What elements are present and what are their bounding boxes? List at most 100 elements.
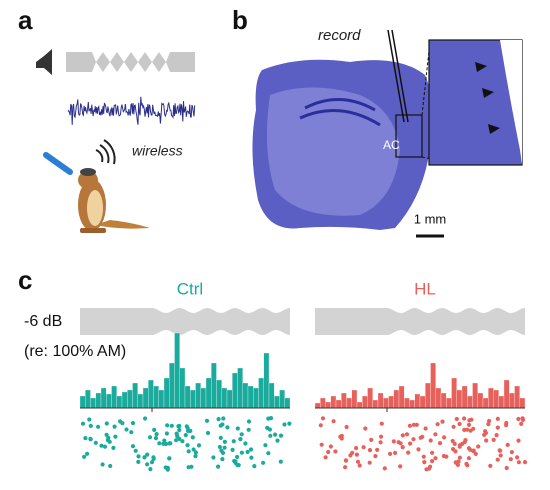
raster-dot (243, 441, 248, 446)
raster-dot (100, 462, 105, 467)
raster-dot (151, 456, 156, 461)
raster-dot (519, 421, 524, 426)
histogram-bar (461, 385, 468, 409)
raster-dot (218, 435, 223, 440)
raster-dot (145, 462, 150, 467)
raster-dot (393, 450, 398, 455)
raster-dot (516, 460, 522, 465)
raster-dot (152, 427, 157, 432)
histogram-bar (253, 387, 259, 409)
histogram-bar (440, 392, 447, 409)
histogram-bar (142, 387, 149, 409)
histogram-bar (232, 372, 238, 409)
raster-dot (422, 460, 427, 465)
raster-dot (222, 445, 227, 450)
raster-dot (142, 455, 147, 460)
histogram-bar (179, 367, 186, 409)
raster-dot (375, 447, 380, 452)
histogram-bar (274, 395, 280, 409)
raster-dot (495, 425, 500, 430)
histogram-bar (263, 352, 270, 409)
raster-dot (361, 445, 366, 450)
raster-dot (148, 467, 153, 472)
raster-dot (273, 432, 278, 437)
raster-dot (186, 449, 191, 454)
raster-dot (154, 432, 159, 437)
raster-dot (462, 416, 467, 421)
raster-dot (488, 463, 493, 468)
raster-dot (236, 463, 241, 468)
raster-dot (319, 442, 324, 447)
raster-dot (451, 424, 456, 429)
raster-dot (287, 421, 292, 426)
raster-dot (509, 450, 514, 455)
histogram-bar (514, 385, 520, 409)
raster-dot (420, 434, 425, 439)
raster-dot (476, 444, 481, 449)
histogram-bar (163, 377, 170, 409)
raster-dot (235, 454, 240, 460)
raster-dot (454, 416, 459, 422)
electrode (391, 29, 409, 123)
electrode (387, 29, 405, 123)
raster-dot (424, 467, 429, 472)
raster-dot (149, 460, 155, 465)
raster-dot (233, 459, 238, 464)
raster-dot (398, 464, 403, 469)
histogram-bar (398, 385, 405, 409)
raster-dot (80, 421, 86, 426)
raster-dot (120, 421, 125, 426)
raster-dot (129, 430, 134, 435)
raster-dot (331, 419, 336, 424)
raster-dot (102, 444, 108, 449)
raster-dot (363, 426, 368, 431)
raster-dot (196, 443, 202, 448)
raster-dot (143, 416, 148, 421)
histogram-bar (158, 389, 165, 409)
histogram-bar (519, 397, 526, 409)
histogram-bar (335, 399, 342, 409)
raster-dot (153, 436, 159, 441)
arrowhead (482, 88, 494, 98)
raster-dot (522, 460, 528, 465)
raster-dot (466, 456, 471, 461)
raster-dot (411, 422, 416, 427)
raster-dot (193, 454, 198, 459)
raster-dot (169, 423, 174, 428)
histogram-bar (414, 393, 421, 409)
raster-dot (275, 438, 280, 443)
raster-dot (457, 443, 462, 448)
raster-dot (515, 455, 520, 460)
raster-dot (246, 427, 251, 432)
region-label: AC (383, 138, 400, 152)
arrowhead (488, 124, 500, 134)
raster-dot (373, 454, 378, 459)
raster-dot (113, 434, 118, 439)
raster-dot (491, 437, 496, 442)
histogram-bar (320, 397, 326, 409)
histogram-bar (356, 401, 363, 409)
raster-dot (220, 422, 225, 427)
histogram-bar (383, 397, 389, 409)
raster-dot (231, 439, 236, 444)
raster-dot (96, 424, 101, 429)
raster-dot (344, 424, 349, 430)
raster-dot (451, 447, 456, 452)
raster-dot (318, 423, 323, 428)
raster-dot (354, 452, 359, 457)
speaker-icon (36, 49, 52, 75)
histogram-bar (367, 387, 373, 409)
raster-dot (504, 420, 509, 426)
raster-dot (498, 448, 503, 453)
raster-dot (189, 464, 194, 469)
raster-dot (468, 428, 473, 433)
raster-dot (378, 440, 383, 445)
histogram-bar (137, 393, 144, 409)
raster-dot (87, 417, 92, 422)
raster-dot (252, 464, 257, 469)
histogram-bar (393, 389, 400, 409)
histogram-bar (279, 389, 285, 409)
raster-dot (165, 423, 170, 428)
raster-dot (136, 454, 141, 459)
wireless-signal (95, 139, 116, 165)
